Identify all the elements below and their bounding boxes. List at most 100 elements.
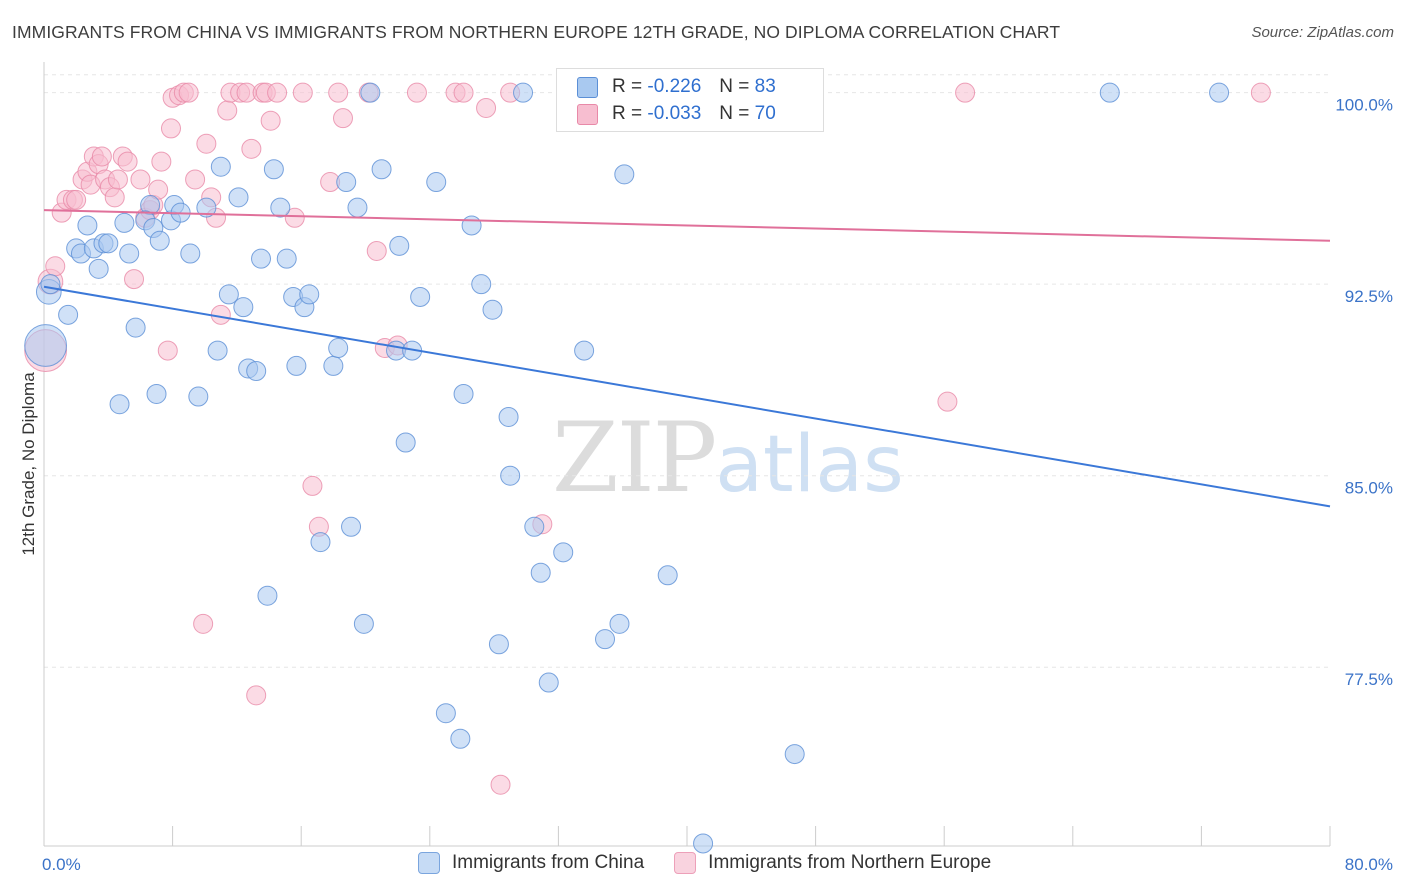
europe-r-label: R = (612, 103, 643, 124)
china-n-value: 83 (754, 76, 776, 97)
china-point (693, 833, 714, 854)
europe-point (955, 82, 976, 103)
china-point (146, 383, 167, 404)
china-point (251, 248, 272, 269)
y-tick-label: 100.0% (1335, 96, 1393, 115)
europe-point (151, 151, 172, 172)
europe-point (178, 82, 199, 103)
stats-legend: R = -0.226 N = 83 R = -0.033 N = 70 (556, 68, 824, 132)
europe-point (302, 475, 323, 496)
china-point (109, 394, 130, 415)
china-point (270, 197, 291, 218)
china-point (1099, 82, 1120, 103)
legend-row-europe: R = -0.033 N = 70 (577, 101, 776, 127)
europe-trend-line (43, 209, 1331, 242)
china-point (426, 172, 447, 193)
legend-europe-label: Immigrants from Northern Europe (708, 852, 992, 873)
legend-item-china[interactable]: Immigrants from China (418, 852, 644, 874)
china-point (125, 317, 146, 338)
europe-point (241, 138, 262, 159)
grid-lines (44, 74, 1330, 668)
watermark-atlas: atlas (715, 420, 904, 510)
china-point (389, 235, 410, 256)
china-point (538, 672, 559, 693)
legend-item-europe[interactable]: Immigrants from Northern Europe (674, 852, 991, 874)
europe-point (193, 613, 214, 634)
europe-point (45, 256, 66, 277)
china-point (347, 197, 368, 218)
china-trend-line (43, 285, 1331, 508)
china-point (614, 164, 635, 185)
china-point (40, 274, 61, 295)
china-point (77, 215, 98, 236)
source-label: Source: ZipAtlas.com (1251, 24, 1394, 41)
europe-point (490, 774, 511, 795)
china-point (58, 304, 79, 325)
china-r-label: R = (612, 76, 643, 97)
china-point (257, 585, 278, 606)
china-point (609, 613, 630, 634)
china-point (435, 703, 456, 724)
europe-point (185, 169, 206, 190)
europe-point (217, 100, 238, 121)
europe-point (246, 685, 267, 706)
europe-point (292, 82, 313, 103)
china-point (530, 562, 551, 583)
china-point (263, 159, 284, 180)
china-point (114, 212, 135, 233)
china-r-value: -0.226 (647, 76, 702, 97)
china-point (88, 258, 109, 279)
china-point (119, 243, 140, 264)
europe-point (117, 151, 138, 172)
x-tick-label-max: 80.0% (1345, 855, 1393, 874)
china-point (336, 172, 357, 193)
china-point (328, 338, 349, 359)
china-point (353, 613, 374, 634)
europe-point (267, 82, 288, 103)
china-point (286, 355, 307, 376)
china-point (657, 565, 678, 586)
series-legend: Immigrants from China Immigrants from No… (418, 852, 1021, 874)
europe-point (284, 207, 305, 228)
china-point (341, 516, 362, 537)
europe-point (104, 187, 125, 208)
watermark-zip: ZIP (552, 402, 717, 514)
europe-point (366, 240, 387, 261)
europe-point (332, 108, 353, 129)
china-point (595, 629, 616, 650)
china-point (188, 386, 209, 407)
china-point (471, 274, 492, 295)
europe-point (937, 391, 958, 412)
chart-title: IMMIGRANTS FROM CHINA VS IMMIGRANTS FROM… (12, 22, 1061, 42)
legend-china-label: Immigrants from China (452, 852, 645, 873)
china-point (453, 383, 474, 404)
y-axis-title: 12th Grade, No Diploma (19, 372, 38, 556)
china-point (360, 82, 381, 103)
china-point (513, 82, 534, 103)
china-point (461, 215, 482, 236)
china-point (276, 248, 297, 269)
axes (43, 62, 1331, 847)
legend-europe-swatch (674, 852, 697, 874)
x-tick-label-min: 0.0% (42, 855, 81, 874)
china-point (149, 230, 170, 251)
series-europe-points (24, 82, 1271, 795)
y-tick-label: 77.5% (1345, 670, 1393, 689)
europe-n-label: N = (719, 103, 750, 124)
europe-swatch (577, 103, 598, 125)
china-point (395, 432, 416, 453)
china-point (207, 340, 228, 361)
china-point (228, 187, 249, 208)
china-point (482, 299, 503, 320)
europe-point (157, 340, 178, 361)
china-point (218, 284, 239, 305)
china-point (98, 233, 119, 254)
china-point (498, 406, 519, 427)
tick-labels: 77.5% 85.0% 92.5% 100.0% 0.0% 80.0% 12th Grade… (19, 96, 1393, 874)
china-point (450, 728, 471, 749)
europe-point (196, 133, 217, 154)
europe-point (453, 82, 474, 103)
china-point (323, 355, 344, 376)
china-point (410, 286, 431, 307)
europe-point (66, 189, 87, 210)
